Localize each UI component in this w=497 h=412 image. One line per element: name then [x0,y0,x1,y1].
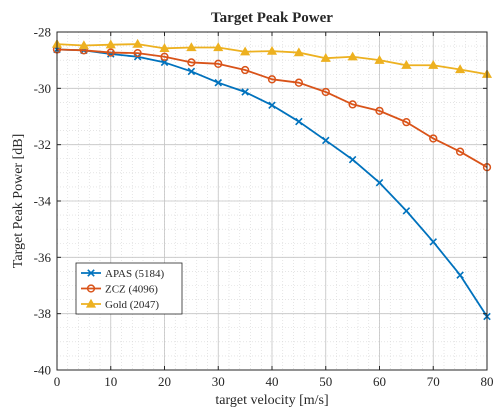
data-point-gold-2047 [78,40,89,50]
x-tick-label: 60 [373,374,386,389]
marker-stroke [187,67,196,76]
data-point-gold-2047 [186,42,197,52]
x-tick-label: 40 [266,374,279,389]
data-point-gold-2047 [401,60,412,69]
data-point-gold-2047 [374,54,385,64]
legend-item-gold-2047: Gold (2047) [81,298,159,311]
x-tick-label: 50 [319,374,332,389]
data-point-apas-5184 [456,271,464,279]
x-axis-label: target velocity [m/s] [215,393,328,408]
data-point-zcz-4096 [348,100,357,109]
y-tick-label: -40 [34,363,51,378]
series-line-zcz-4096 [56,48,488,168]
data-point-gold-2047 [266,45,278,55]
legend-marker-gold-2047 [85,298,97,308]
data-point-zcz-4096 [375,106,384,116]
y-tick-label: -38 [34,306,51,321]
data-point-zcz-4096 [214,59,223,68]
data-point-gold-2047 [240,46,251,56]
data-point-gold-2047 [159,43,170,52]
data-point-zcz-4096 [321,87,330,97]
marker-stroke [295,117,303,126]
x-tick-label: 20 [158,374,171,389]
data-point-apas-5184 [241,88,249,96]
data-point-apas-5184 [375,178,384,187]
y-tick-labels: -40 -38 -36 -34 -32 -30 -28 [34,25,52,378]
marker-stroke [456,271,464,279]
data-point-zcz-4096 [294,78,304,87]
data-point-zcz-4096 [455,147,465,156]
data-point-gold-2047 [213,42,224,52]
data-point-apas-5184 [295,117,303,126]
legend-marker-apas-5184 [87,269,95,277]
series-layer [51,38,493,321]
data-point-apas-5184 [187,67,196,76]
marker-stroke [214,78,223,87]
y-tick-label: -28 [34,25,51,40]
data-point-zcz-4096 [133,48,142,58]
x-tick-label: 70 [427,374,440,389]
marker-stroke [429,238,438,246]
marker-stroke [241,88,249,96]
marker-stroke [375,178,384,187]
data-point-gold-2047 [320,52,331,62]
y-tick-label: -30 [34,81,51,96]
marker-stroke [268,101,276,109]
tick-marks [56,31,488,371]
plot-area [51,31,493,371]
legend-item-apas-5184: APAS (5184) [81,268,165,280]
legend-label-gold-2047: Gold (2047) [105,299,159,311]
data-point-apas-5184 [321,136,330,145]
data-point-zcz-4096 [267,75,277,84]
data-point-apas-5184 [429,238,438,246]
data-point-gold-2047 [132,38,143,48]
marker-stroke [87,269,95,277]
data-point-gold-2047 [428,60,439,69]
legend: APAS (5184) ZCZ (4096) Gold (2047) [75,262,183,315]
data-point-zcz-4096 [160,52,169,61]
marker-stroke [348,155,357,164]
legend-item-zcz-4096: ZCZ (4096) [81,284,158,296]
y-tick-label: -34 [34,194,52,209]
data-point-gold-2047 [293,47,304,57]
legend-marker-zcz-4096 [86,284,96,293]
marker-stroke [321,136,330,145]
x-tick-label: 10 [104,374,117,389]
x-tick-label: 80 [481,374,494,389]
data-point-zcz-4096 [187,58,196,67]
data-point-apas-5184 [402,207,411,215]
y-tick-label: -32 [34,137,51,152]
data-point-gold-2047 [455,64,466,74]
x-tick-label: 30 [212,374,225,389]
chart-title: Target Peak Power [211,10,333,26]
marker-stroke [402,207,411,215]
data-point-gold-2047 [347,51,358,61]
data-point-zcz-4096 [429,134,438,143]
data-point-apas-5184 [214,78,223,87]
data-point-zcz-4096 [402,117,411,127]
x-tick-labels: 0 10 20 30 40 50 60 70 80 [54,374,494,389]
data-point-gold-2047 [105,39,116,49]
data-point-apas-5184 [348,155,357,164]
y-axis-label: Target Peak Power [dB] [11,134,26,268]
data-point-zcz-4096 [240,65,250,75]
data-point-apas-5184 [268,101,276,109]
legend-label-apas-5184: APAS (5184) [105,268,165,280]
series-zcz-4096 [52,45,492,172]
data-point-zcz-4096 [106,48,115,57]
series-gold-2047 [51,38,493,78]
y-tick-label: -36 [34,250,52,265]
x-tick-label: 0 [54,374,61,389]
legend-label-zcz-4096: ZCZ (4096) [105,284,158,296]
